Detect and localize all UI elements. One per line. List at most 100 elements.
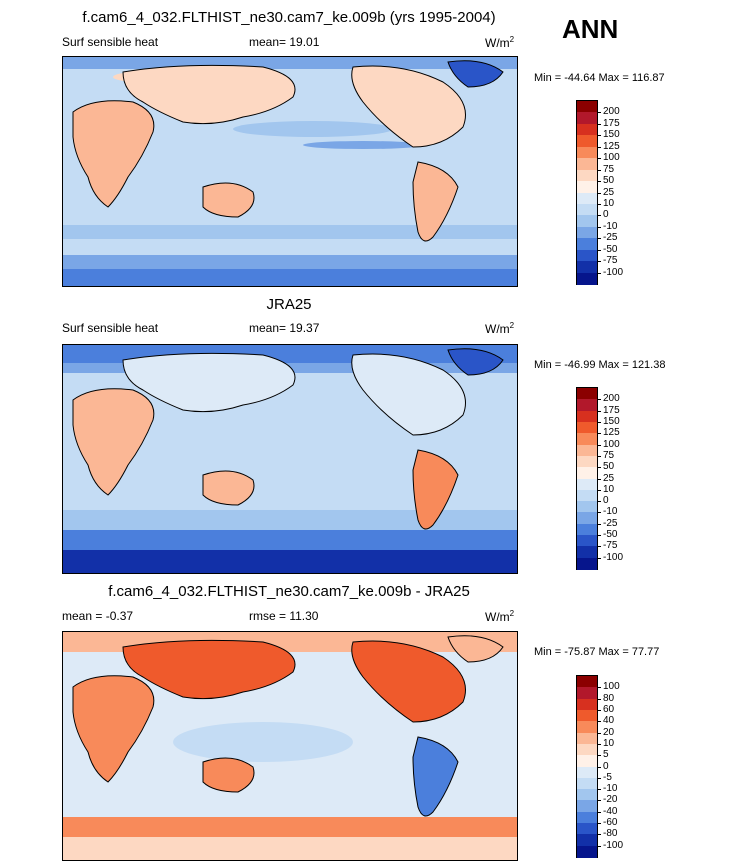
colorbar-swatch — [577, 811, 597, 824]
panel-3-title: f.cam6_4_032.FLTHIST_ne30.cam7_ke.009b -… — [108, 583, 470, 600]
colorbar-tick — [597, 410, 601, 412]
colorbar-tick — [597, 467, 601, 469]
colorbar-tick — [597, 272, 601, 274]
panel-3-units: W/m2 — [485, 609, 515, 624]
colorbar-swatch — [577, 215, 597, 228]
colorbar-label: 125 — [603, 427, 620, 439]
panel-2-mean: mean= 19.37 — [249, 321, 320, 335]
colorbar-label: 150 — [603, 415, 620, 427]
colorbar-tick — [597, 687, 601, 689]
colorbar-swatch — [577, 800, 597, 813]
colorbar-swatch — [577, 421, 597, 434]
colorbar-tick — [597, 249, 601, 251]
colorbar-tick — [597, 146, 601, 148]
colorbar-swatch — [577, 489, 597, 502]
panel-1-minmax: Min = -44.64 Max = 116.87 — [534, 72, 665, 84]
panel-2-colorbar: 200 175 150 125 100 75 50 25 10 0 -10 -25 -50 -75 -100 — [576, 387, 623, 570]
colorbar-label: 75 — [603, 449, 615, 461]
colorbar-label: 0 — [603, 495, 609, 507]
colorbar-label: -100 — [603, 551, 624, 563]
colorbar-swatch — [577, 399, 597, 412]
colorbar-swatch — [577, 721, 597, 734]
colorbar-label: -75 — [603, 540, 618, 552]
colorbar-tick — [597, 158, 601, 160]
colorbar-tick — [597, 261, 601, 263]
colorbar-tick — [597, 112, 601, 114]
season-label: ANN — [562, 14, 619, 44]
colorbar-tick — [597, 721, 601, 723]
colorbar-label: -60 — [603, 817, 618, 829]
colorbar-swatch — [577, 433, 597, 446]
colorbar-swatch — [577, 226, 597, 239]
colorbar-label: -50 — [603, 243, 618, 255]
colorbar-swatch — [577, 261, 597, 274]
colorbar-tick — [597, 478, 601, 480]
colorbar-tick — [597, 135, 601, 137]
colorbar-swatch — [577, 181, 597, 194]
colorbar-label: -20 — [603, 794, 618, 806]
colorbar-swatch — [577, 535, 597, 548]
colorbar-swatch — [577, 523, 597, 536]
colorbar-label: 100 — [603, 438, 620, 450]
colorbar-tick — [597, 238, 601, 240]
colorbar-label: 175 — [603, 404, 620, 416]
colorbar-swatch — [577, 676, 597, 688]
colorbar-label: 0 — [603, 760, 609, 772]
colorbar-label: 0 — [603, 209, 609, 221]
panel-1-units: W/m2 — [485, 35, 515, 50]
panel-3-colorbar: 100 80 60 40 20 10 5 0 -5 -10 -20 -40 -60 -80 -100 — [576, 675, 623, 858]
colorbar-tick — [597, 215, 601, 217]
colorbar-label: 75 — [603, 163, 615, 175]
panel-3-map-svg — [63, 632, 517, 860]
colorbar-label: 50 — [603, 461, 615, 473]
panel-1-mean: mean= 19.01 — [249, 35, 320, 49]
colorbar-tick — [597, 512, 601, 514]
colorbar-swatch — [577, 709, 597, 722]
colorbar-label: -25 — [603, 517, 618, 529]
colorbar-swatch — [577, 834, 597, 847]
panel-3-rmse: rmse = 11.30 — [249, 609, 319, 623]
colorbar-tick — [597, 123, 601, 125]
colorbar-tick — [597, 800, 601, 802]
colorbar-label: 60 — [603, 703, 615, 715]
colorbar-swatch — [577, 101, 597, 113]
colorbar-tick — [597, 546, 601, 548]
colorbar-tick — [597, 709, 601, 711]
colorbar-label: 50 — [603, 175, 615, 187]
colorbar-tick — [597, 743, 601, 745]
colorbar-label: -40 — [603, 805, 618, 817]
colorbar-swatch — [577, 755, 597, 768]
colorbar-tick — [597, 203, 601, 205]
panel-2-map-svg — [63, 345, 517, 573]
colorbar-label: -5 — [603, 771, 612, 783]
colorbar-tick — [597, 399, 601, 401]
colorbar-label: -50 — [603, 529, 618, 541]
colorbar-tick — [597, 535, 601, 537]
colorbar-swatch — [577, 158, 597, 171]
colorbar-swatch — [577, 789, 597, 802]
colorbar-swatch — [577, 192, 597, 205]
colorbar-tick — [597, 834, 601, 836]
colorbar-label: 150 — [603, 129, 620, 141]
colorbar-tick — [597, 169, 601, 171]
colorbar-label: -100 — [603, 266, 624, 278]
colorbar-swatch — [577, 249, 597, 262]
colorbar-label: 5 — [603, 749, 609, 761]
panel-3-minmax: Min = -75.87 Max = 77.77 — [534, 646, 660, 658]
colorbar-label: 100 — [603, 681, 620, 693]
colorbar-swatch — [577, 546, 597, 559]
colorbar-swatch — [577, 135, 597, 148]
colorbar-swatch — [577, 112, 597, 125]
colorbar-tick — [597, 421, 601, 423]
colorbar-swatch — [577, 512, 597, 525]
colorbar-label: 20 — [603, 726, 615, 738]
colorbar-label: -75 — [603, 255, 618, 267]
colorbar-label: -10 — [603, 783, 618, 795]
colorbar-label: 10 — [603, 483, 615, 495]
colorbar-label: 80 — [603, 692, 615, 704]
colorbar-swatch — [577, 687, 597, 700]
panel-1-map-svg — [63, 57, 517, 286]
colorbar-tick — [597, 766, 601, 768]
colorbar-tick — [597, 433, 601, 435]
colorbar-tick — [597, 455, 601, 457]
